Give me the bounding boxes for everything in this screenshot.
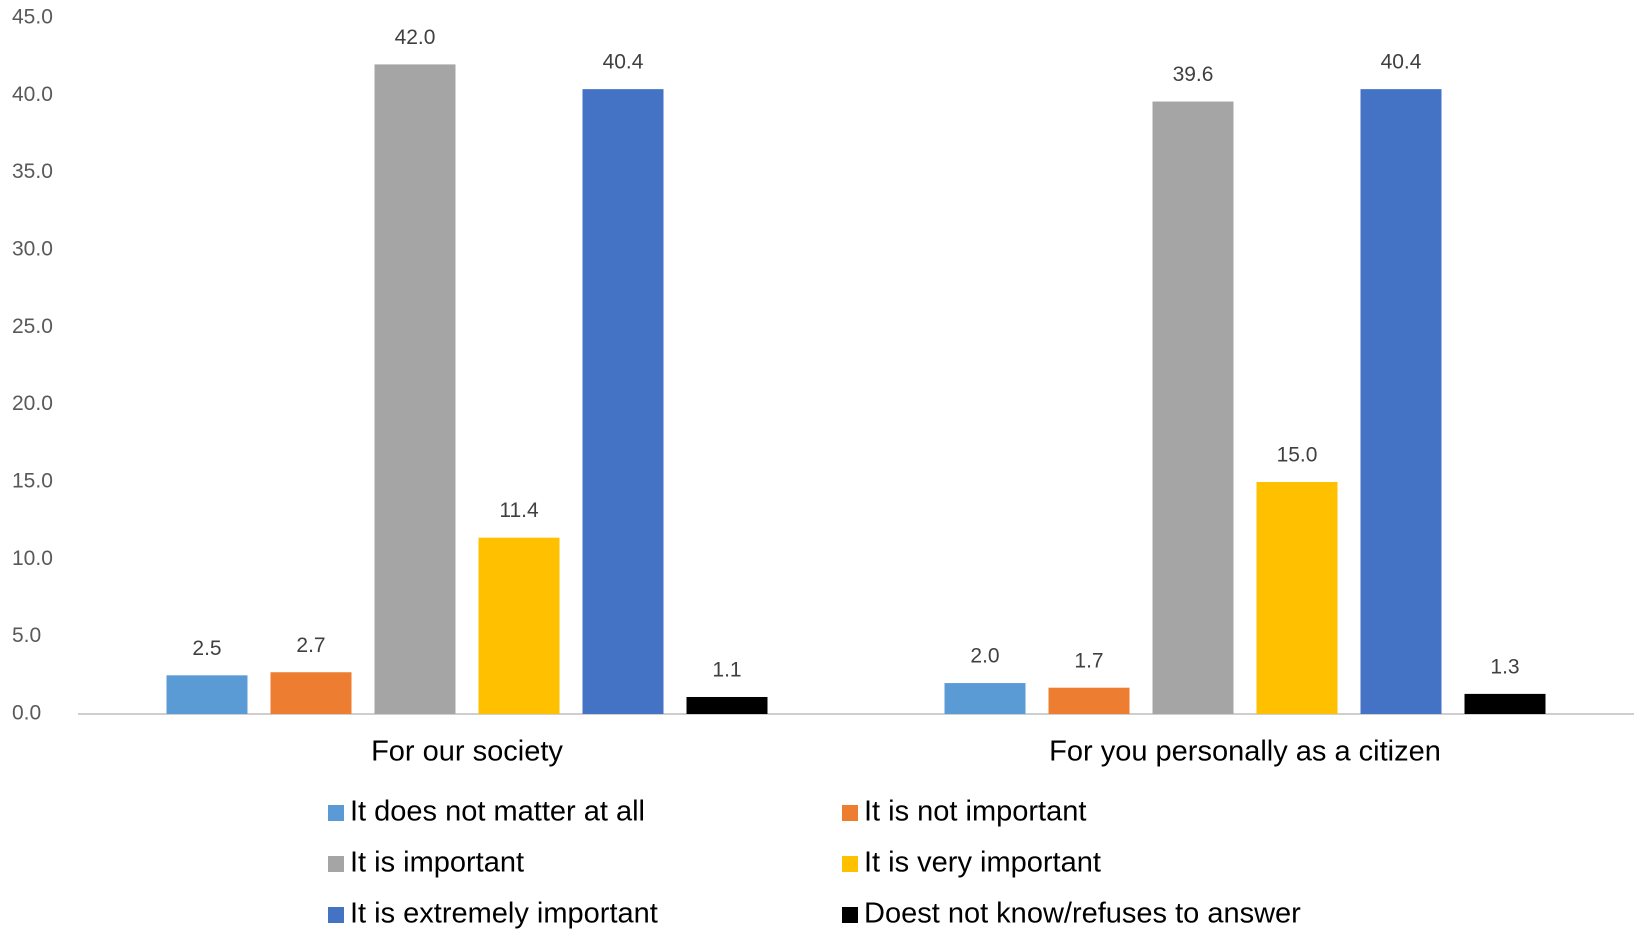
value-label: 11.4 bbox=[499, 499, 539, 522]
x-tick-label: For our society bbox=[371, 736, 563, 768]
value-label: 1.1 bbox=[712, 659, 741, 682]
legend-label: It is very important bbox=[864, 847, 1101, 879]
value-label: 40.4 bbox=[1381, 51, 1422, 74]
value-label: 2.5 bbox=[192, 637, 221, 660]
y-tick-label: 45.0 bbox=[12, 6, 53, 29]
value-label: 42.0 bbox=[395, 26, 436, 49]
value-label: 15.0 bbox=[1277, 444, 1318, 467]
y-tick-label: 15.0 bbox=[12, 470, 53, 493]
bar bbox=[686, 696, 768, 714]
y-tick-label: 20.0 bbox=[12, 392, 53, 415]
bar bbox=[1464, 693, 1546, 714]
bar bbox=[1256, 482, 1338, 714]
bar bbox=[478, 537, 560, 714]
value-label: 2.0 bbox=[970, 645, 999, 668]
legend-swatch bbox=[328, 907, 344, 923]
value-label: 1.3 bbox=[1490, 655, 1519, 678]
bar bbox=[1360, 89, 1442, 714]
legend-swatch bbox=[842, 907, 858, 923]
y-tick-label: 40.0 bbox=[12, 83, 53, 106]
legend-swatch bbox=[328, 856, 344, 872]
legend-label: It is not important bbox=[864, 796, 1086, 828]
value-label: 40.4 bbox=[603, 51, 644, 74]
legend-label: It is extremely important bbox=[350, 898, 658, 930]
bar bbox=[944, 683, 1026, 714]
value-label: 1.7 bbox=[1074, 649, 1103, 672]
legend-swatch bbox=[842, 856, 858, 872]
bar bbox=[166, 675, 248, 714]
y-tick-label: 5.0 bbox=[12, 624, 41, 647]
legend-label: It does not matter at all bbox=[350, 796, 645, 828]
x-tick-label: For you personally as a citizen bbox=[1049, 736, 1441, 768]
legend-label: Doest not know/refuses to answer bbox=[864, 898, 1301, 930]
y-tick-label: 0.0 bbox=[12, 702, 41, 725]
legend-label: It is important bbox=[350, 847, 524, 879]
y-tick-label: 25.0 bbox=[12, 315, 53, 338]
bar bbox=[270, 672, 352, 714]
y-tick-label: 30.0 bbox=[12, 238, 53, 261]
bar bbox=[1048, 687, 1130, 714]
bar bbox=[374, 64, 456, 714]
y-tick-label: 10.0 bbox=[12, 547, 53, 570]
legend-swatch bbox=[842, 805, 858, 821]
y-tick-label: 35.0 bbox=[12, 160, 53, 183]
bar bbox=[582, 89, 664, 714]
value-label: 39.6 bbox=[1173, 63, 1214, 86]
bar bbox=[1152, 101, 1234, 714]
value-label: 2.7 bbox=[296, 634, 325, 657]
legend-swatch bbox=[328, 805, 344, 821]
